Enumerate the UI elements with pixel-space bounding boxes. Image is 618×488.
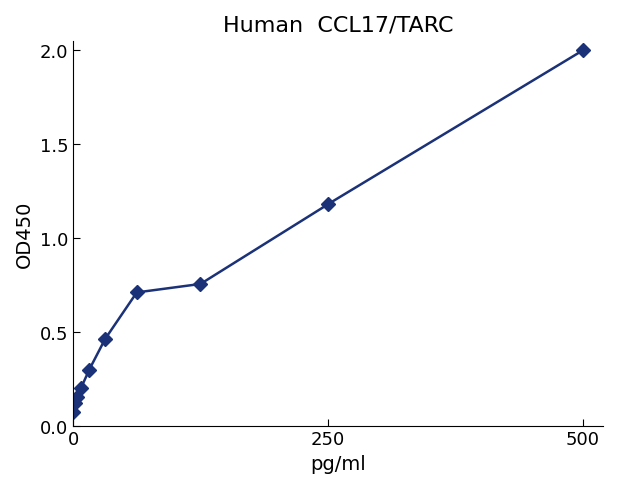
Title: Human  CCL17/TARC: Human CCL17/TARC (222, 15, 453, 35)
Y-axis label: OD450: OD450 (15, 200, 34, 267)
X-axis label: pg/ml: pg/ml (310, 454, 366, 473)
